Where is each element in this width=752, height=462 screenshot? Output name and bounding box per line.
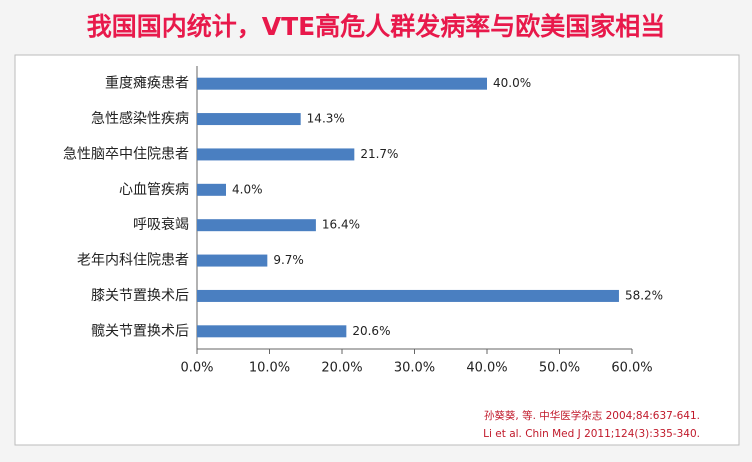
bar	[197, 325, 347, 338]
bar	[197, 219, 316, 232]
y-tick-label: 急性脑卒中住院患者	[63, 146, 189, 162]
chart-title: 我国国内统计，VTE高危人群发病率与欧美国家相当	[87, 12, 665, 41]
value-label: 40.0%	[493, 76, 531, 90]
source: Li et al. Chin Med J 2011;124(3):335-340…	[483, 428, 700, 440]
x-tick-label: 60.0%	[611, 361, 652, 376]
y-tick-label: 呼吸衰竭	[133, 216, 189, 233]
x-tick-label: 50.0%	[539, 361, 580, 376]
value-label: 4.0%	[232, 182, 263, 196]
plot-frame	[14, 54, 740, 446]
y-tick-label: 心血管疾病	[119, 182, 189, 198]
bar	[197, 183, 226, 196]
x-tick-label: 30.0%	[394, 361, 435, 376]
x-tick-label: 0.0%	[180, 361, 213, 376]
x-tick-label: 10.0%	[249, 361, 290, 376]
value-label: 21.7%	[360, 147, 398, 161]
value-label: 58.2%	[625, 288, 663, 302]
bar	[197, 289, 619, 302]
source: 孙葵葵, 等. 中华医学杂志 2004;84:637-641.	[484, 409, 700, 422]
y-tick-label: 膝关节置换术后	[91, 287, 189, 304]
bar	[197, 113, 301, 126]
bar	[197, 254, 268, 267]
value-label: 14.3%	[307, 112, 345, 126]
y-tick-label: 髋关节置换术后	[91, 322, 189, 339]
bar	[197, 77, 487, 90]
value-label: 16.4%	[322, 218, 360, 232]
x-tick-label: 20.0%	[321, 361, 362, 376]
y-tick-label: 老年内科住院患者	[77, 253, 189, 269]
y-tick-label: 重度瘫痪患者	[105, 76, 189, 92]
value-label: 20.6%	[352, 324, 390, 338]
bar	[197, 148, 355, 161]
x-tick-label: 40.0%	[466, 361, 507, 376]
value-label: 9.7%	[273, 253, 304, 267]
y-tick-label: 急性感染性疾病	[91, 110, 189, 127]
